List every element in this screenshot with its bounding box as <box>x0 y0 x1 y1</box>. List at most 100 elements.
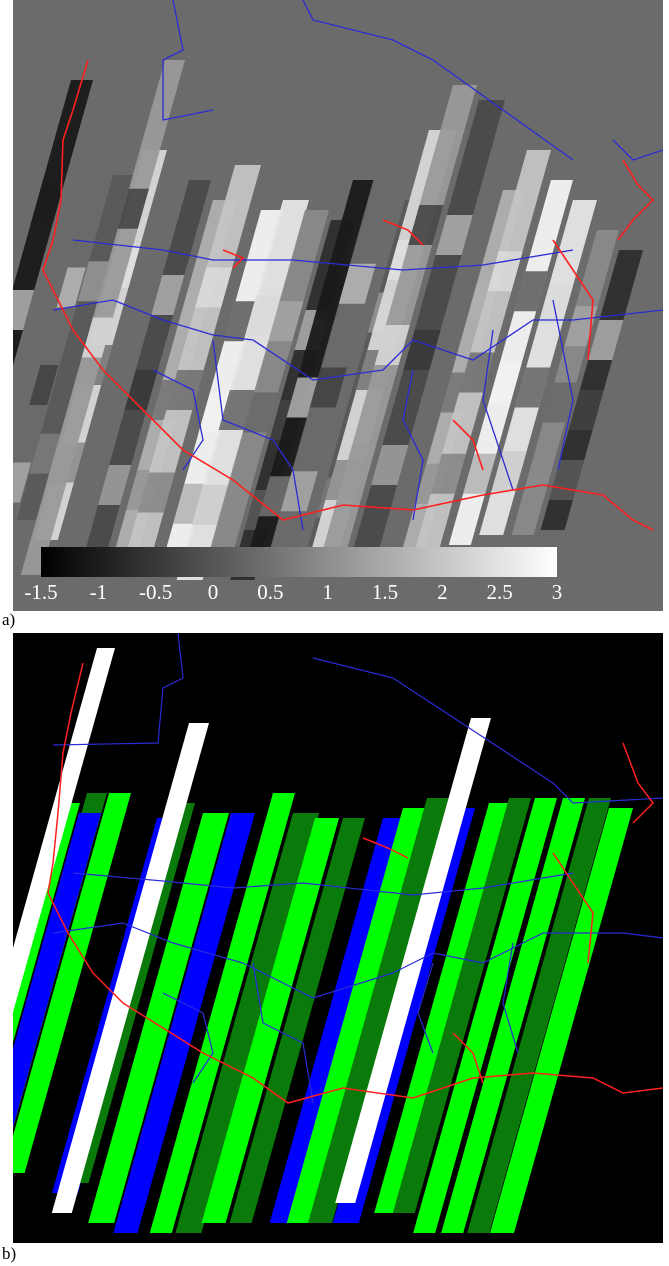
swath-segment <box>286 377 320 418</box>
colorbar-tick: -1.5 <box>24 580 58 604</box>
border-line <box>52 922 663 999</box>
swath-segment <box>137 472 175 513</box>
coastline <box>552 239 594 361</box>
colorbar-tick: 1 <box>322 580 333 604</box>
border-line <box>252 962 314 1104</box>
border-line <box>52 633 184 746</box>
swath-segment <box>371 445 409 485</box>
colorbar-tick: 2 <box>437 580 448 604</box>
swath-segment <box>198 392 232 433</box>
border-line <box>312 657 663 804</box>
swath-segment <box>341 445 377 485</box>
swath-strip <box>286 808 425 1223</box>
coastline <box>382 219 424 246</box>
swath-segment <box>521 458 555 499</box>
border-line <box>162 992 214 1084</box>
swath-segment <box>435 215 473 255</box>
border-line <box>72 239 574 271</box>
map-panel-b <box>13 633 663 1243</box>
swath-segment <box>53 347 85 388</box>
coastline <box>617 159 655 241</box>
border-line <box>482 329 514 491</box>
swath-segment <box>29 365 59 405</box>
swath-segment <box>314 278 348 319</box>
coastline <box>452 1032 484 1084</box>
border-line <box>152 369 204 471</box>
swath-segment <box>430 453 466 494</box>
swath-segment <box>224 301 258 342</box>
coastline <box>622 742 654 824</box>
colorbar-tick: 1.5 <box>371 580 399 604</box>
swath-strip <box>467 798 611 1233</box>
swath-segment <box>403 330 441 370</box>
swath-segment <box>45 446 77 487</box>
swath-strip <box>201 818 339 1223</box>
swath-segment <box>488 362 522 403</box>
border-line <box>302 0 574 161</box>
coastline <box>362 837 409 859</box>
swath-strip <box>490 808 633 1233</box>
swath-segment <box>117 188 149 229</box>
swath-segment <box>81 317 113 358</box>
swath-segment <box>408 205 444 245</box>
swath-strip <box>13 793 131 1173</box>
swath-segment <box>463 453 497 494</box>
swath-segment <box>564 306 598 347</box>
colorbar-tick: -1 <box>89 580 108 604</box>
swath-strip <box>51 723 209 1213</box>
colorbar-tick: 0.5 <box>257 580 284 604</box>
swath-segment <box>195 267 233 308</box>
coverage-map <box>13 633 663 1233</box>
colorbar-gradient <box>41 547 557 577</box>
border-line <box>72 872 574 896</box>
coastline <box>42 59 654 531</box>
swath-strip <box>113 813 256 1233</box>
swath-segment <box>29 433 61 474</box>
swath-segment <box>173 483 207 524</box>
swath-segment <box>166 370 204 410</box>
swath-segment <box>56 267 86 308</box>
coastline <box>552 852 594 964</box>
border-line <box>402 369 424 521</box>
border-line <box>417 962 434 1054</box>
swath-segment <box>98 465 132 505</box>
swath-strip <box>308 798 451 1223</box>
border-line <box>52 299 663 381</box>
colorbar <box>27 545 557 585</box>
colorbar-ticks: -1.5 -1 -0.5 0 0.5 1 1.5 2 2.5 3 <box>24 580 563 610</box>
swath-segment <box>514 367 551 408</box>
swath-strip <box>13 170 113 528</box>
swath-segment <box>538 283 574 324</box>
border-line <box>502 942 519 1054</box>
swath-strip <box>392 798 531 1213</box>
swath-segment <box>309 367 347 408</box>
swath-segment <box>568 390 604 430</box>
swath-segment <box>13 462 32 503</box>
map-panel-a: -1.5 -1 -0.5 0 0.5 1 1.5 2 2.5 3 <box>13 0 663 611</box>
swath-segment <box>280 471 318 512</box>
swath-strip <box>269 818 405 1223</box>
swath-strip <box>374 803 513 1213</box>
swath-strip <box>441 798 585 1233</box>
swath-segment <box>543 382 577 423</box>
swath-segment <box>242 392 278 433</box>
swath-segment <box>374 325 410 365</box>
anomaly-map <box>13 0 663 580</box>
swath-segment <box>217 483 253 524</box>
swath-strip <box>149 793 295 1233</box>
coastline <box>47 662 663 1104</box>
border-line <box>612 139 663 161</box>
border-line <box>162 0 214 121</box>
swath-segment <box>514 271 548 312</box>
swath-strip <box>335 718 491 1203</box>
panel-label-b: b) <box>2 1244 17 1263</box>
border-line <box>212 339 304 531</box>
colorbar-tick: 3 <box>551 580 563 604</box>
swath-segment <box>549 460 585 500</box>
swath-segment <box>77 261 109 302</box>
swath-segment <box>151 275 185 315</box>
swath-segment <box>491 451 527 492</box>
swath-segment <box>268 301 304 342</box>
coastline <box>222 249 245 269</box>
swath-strip <box>175 813 319 1233</box>
